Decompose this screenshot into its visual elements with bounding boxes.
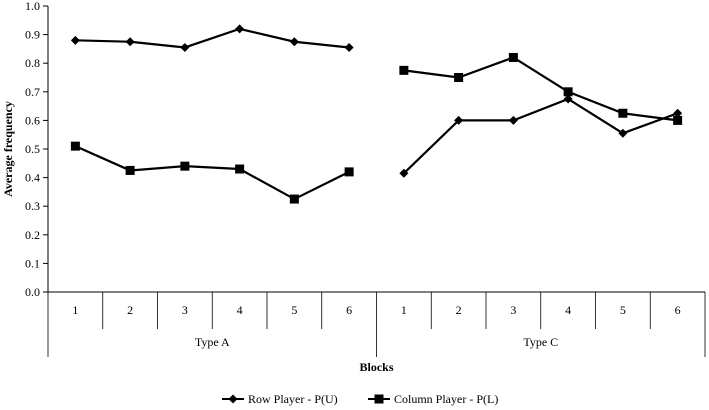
x-axis-title: Blocks <box>359 360 393 374</box>
y-tick-label: 0.6 <box>25 113 40 127</box>
series-line <box>404 99 678 173</box>
series-line <box>75 29 349 48</box>
y-tick-label: 1.0 <box>25 0 40 13</box>
series-line <box>75 146 349 199</box>
legend: Row Player - P(U) Column Player - P(L) <box>222 392 498 406</box>
data-point-diamond <box>180 43 189 52</box>
y-tick-label: 0.5 <box>25 142 40 156</box>
y-tick-label: 0.0 <box>25 285 40 299</box>
x-tick-label: 6 <box>346 303 352 317</box>
x-tick-label: 1 <box>72 303 78 317</box>
x-tick-label: 3 <box>182 303 188 317</box>
x-group-label: Type A <box>195 335 230 349</box>
data-point-diamond <box>71 36 80 45</box>
x-tick-label: 3 <box>510 303 516 317</box>
data-point-diamond <box>235 24 244 33</box>
x-tick-label: 2 <box>456 303 462 317</box>
y-axis-title: Average frequency <box>1 101 15 197</box>
y-tick-label: 0.4 <box>25 171 40 185</box>
series-column-player <box>71 53 682 204</box>
x-group-label: Type C <box>523 335 558 349</box>
y-tick-label: 0.8 <box>25 56 40 70</box>
data-point-square <box>564 87 573 96</box>
y-tick-label: 0.3 <box>25 199 40 213</box>
y-tick-label: 0.9 <box>25 28 40 42</box>
data-point-square <box>673 116 682 125</box>
data-point-square <box>618 109 627 118</box>
data-point-square <box>126 166 135 175</box>
data-point-diamond <box>126 37 135 46</box>
y-tick-label: 0.7 <box>25 85 40 99</box>
chart-series <box>71 24 682 203</box>
legend-label: Column Player - P(L) <box>394 392 498 406</box>
legend-item: Column Player - P(L) <box>368 392 498 406</box>
data-point-square <box>345 167 354 176</box>
x-tick-label: 4 <box>237 303 243 317</box>
data-point-diamond <box>509 116 518 125</box>
x-tick-label: 4 <box>565 303 571 317</box>
legend-square-marker <box>375 395 384 404</box>
data-point-square <box>290 195 299 204</box>
x-tick-label: 5 <box>291 303 297 317</box>
legend-item: Row Player - P(U) <box>222 392 338 406</box>
data-point-square <box>180 162 189 171</box>
x-tick-label: 1 <box>401 303 407 317</box>
data-point-square <box>235 165 244 174</box>
series-line <box>404 57 678 120</box>
y-tick-label: 0.1 <box>25 256 40 270</box>
y-tick-label: 0.2 <box>25 228 40 242</box>
data-point-diamond <box>290 37 299 46</box>
data-point-square <box>71 142 80 151</box>
chart-axes <box>48 6 705 292</box>
x-axis-ticks: 1 2 3 4 5 6 1 2 3 4 5 6 <box>48 292 705 357</box>
y-axis-ticks: 0.0 0.1 0.2 0.3 0.4 0.5 0.6 0.7 0.8 0.9 1.0 <box>25 0 48 299</box>
data-point-square <box>454 73 463 82</box>
data-point-square <box>509 53 518 62</box>
legend-diamond-marker <box>229 395 238 404</box>
data-point-diamond <box>345 43 354 52</box>
legend-label: Row Player - P(U) <box>248 392 338 406</box>
x-tick-label: 2 <box>127 303 133 317</box>
x-tick-label: 5 <box>620 303 626 317</box>
data-point-square <box>399 66 408 75</box>
x-tick-label: 6 <box>675 303 681 317</box>
